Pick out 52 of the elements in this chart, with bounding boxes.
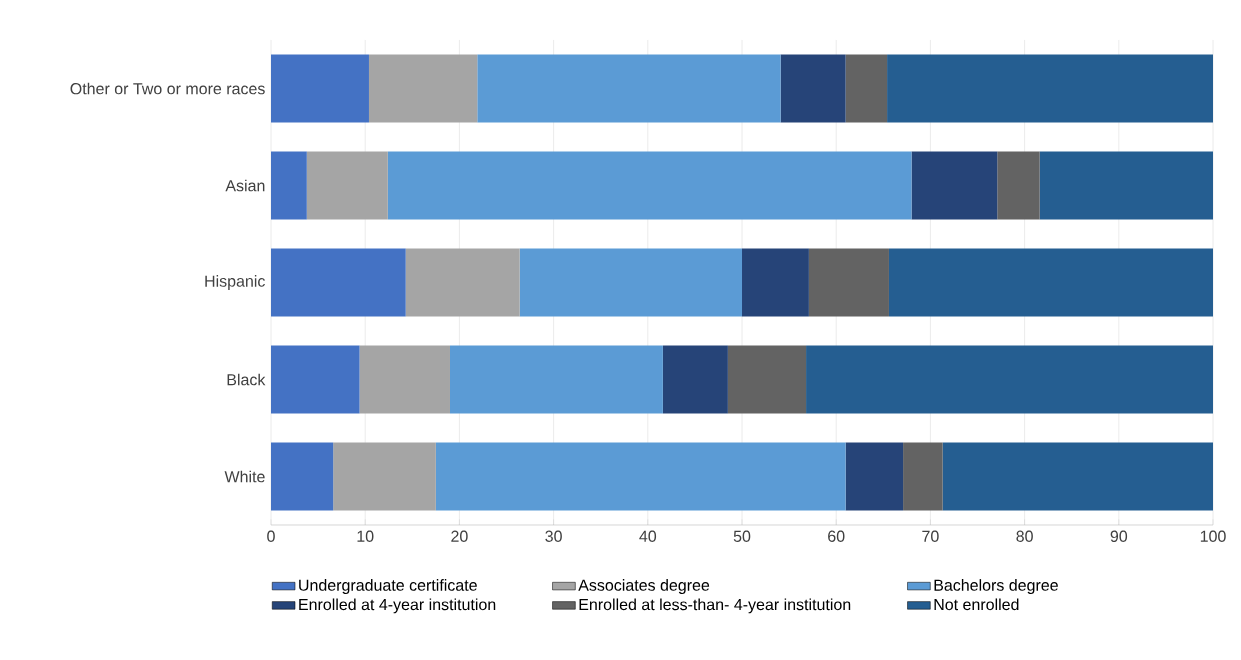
bar <box>477 54 781 123</box>
x-tick-label: 50 <box>733 530 751 542</box>
x-tick-label: 20 <box>451 530 468 542</box>
bar <box>742 248 809 317</box>
y-tick-label: White <box>224 470 265 483</box>
bar <box>997 151 1040 220</box>
bar <box>449 345 663 414</box>
legend-label: Undergraduate certificate <box>299 579 477 595</box>
bar <box>359 345 450 414</box>
y-tick-label: Asian <box>225 179 265 192</box>
bar <box>887 54 1214 123</box>
legend-label: Enrolled at 4-year institution <box>299 598 496 614</box>
bar <box>662 345 728 414</box>
bar <box>333 442 436 511</box>
x-tick-label: 0 <box>267 530 275 542</box>
bar <box>271 54 369 123</box>
x-tick-label: 40 <box>639 530 657 542</box>
x-tick-label: 10 <box>357 530 374 542</box>
y-tick-label: Black <box>227 373 266 386</box>
bar <box>306 151 388 220</box>
legend-label: Enrolled at less-than- 4-year institution <box>579 598 851 614</box>
bar <box>405 248 520 317</box>
bar <box>903 442 943 511</box>
bar <box>271 442 334 511</box>
bar <box>1039 151 1214 220</box>
x-tick-label: 60 <box>828 530 845 542</box>
bar <box>271 248 406 317</box>
bar <box>727 345 807 414</box>
legend-label: Associates degree <box>578 579 710 595</box>
x-tick-label: 30 <box>545 530 562 542</box>
y-tick-label: Other or Two or more races <box>70 82 265 95</box>
bar <box>387 151 912 220</box>
bar <box>368 54 478 123</box>
bar <box>808 248 889 317</box>
x-tick-label: 100 <box>1200 530 1226 542</box>
legend-label: Bachelors degree <box>934 579 1058 595</box>
bar <box>888 248 1214 317</box>
y-tick-label: Hispanic <box>205 275 265 290</box>
bar <box>806 345 1214 414</box>
bar <box>271 151 307 220</box>
x-tick-label: 90 <box>1110 530 1128 542</box>
x-tick-label: 70 <box>922 530 939 542</box>
bar <box>780 54 846 123</box>
bar <box>911 151 998 220</box>
bar <box>435 442 846 511</box>
bar <box>271 345 360 414</box>
bar <box>845 442 904 511</box>
legend-label: Not enrolled <box>934 598 1019 611</box>
bar <box>942 442 1214 511</box>
x-tick-label: 80 <box>1016 530 1033 542</box>
bar <box>845 54 888 123</box>
bar <box>519 248 743 317</box>
